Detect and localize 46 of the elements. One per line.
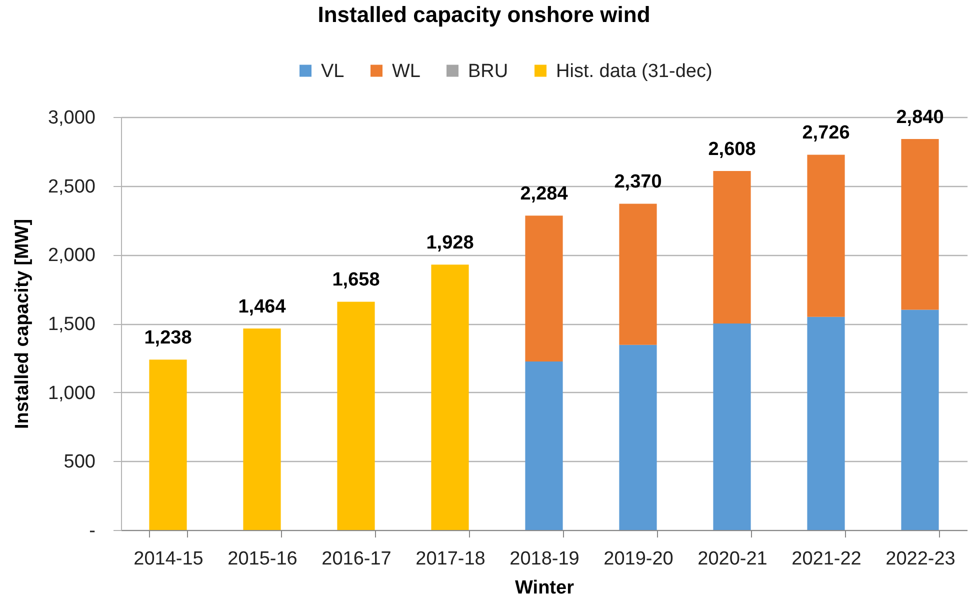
bar xyxy=(807,154,845,317)
x-tick-label: 2018-19 xyxy=(510,548,580,570)
legend-label: BRU xyxy=(468,60,508,82)
y-tick-label: 500 xyxy=(64,452,96,473)
bar xyxy=(337,302,375,530)
bar xyxy=(901,310,939,530)
x-axis-title: Winter xyxy=(515,578,575,598)
bar xyxy=(525,216,563,362)
y-tick-label: - xyxy=(89,520,96,542)
total-label: 1,238 xyxy=(144,328,192,349)
x-tick-label: 2017-18 xyxy=(416,548,486,570)
x-tick-label: 2014-15 xyxy=(134,548,204,570)
legend-label: WL xyxy=(392,60,420,82)
total-label: 2,370 xyxy=(614,172,662,193)
bar xyxy=(243,328,281,530)
bar xyxy=(149,360,187,530)
x-tick-label: 2015-16 xyxy=(228,548,298,570)
y-tick-label: 3,000 xyxy=(48,108,96,128)
x-tick-label: 2016-17 xyxy=(322,548,392,570)
legend-label: VL xyxy=(321,60,344,82)
legend-label: Hist. data (31-dec) xyxy=(556,60,712,82)
x-tick-label: 2021-22 xyxy=(792,548,862,570)
y-tick-label: 2,500 xyxy=(48,176,96,198)
bar xyxy=(901,139,939,310)
bar xyxy=(807,316,845,530)
bar xyxy=(525,361,563,530)
bar xyxy=(619,344,657,530)
x-tick-label: 2022-23 xyxy=(886,548,956,570)
total-label: 1,464 xyxy=(238,296,286,318)
bar xyxy=(713,324,751,530)
total-label: 2,726 xyxy=(802,122,850,144)
total-label: 2,284 xyxy=(520,184,568,205)
total-label: 2,840 xyxy=(896,107,944,128)
total-label: 2,608 xyxy=(708,138,756,160)
y-axis-title: Installed capacity [MW] xyxy=(12,218,33,430)
y-tick-label: 1,000 xyxy=(48,382,96,404)
total-label: 1,658 xyxy=(332,270,380,291)
bar xyxy=(713,170,751,324)
total-label: 1,928 xyxy=(426,232,474,254)
y-tick-label: 2,000 xyxy=(48,245,96,266)
bar xyxy=(619,204,657,345)
x-tick-label: 2020-21 xyxy=(698,548,768,570)
x-tick-label: 2019-20 xyxy=(604,548,674,570)
chart-title: Installed capacity onshore wind xyxy=(318,2,650,27)
bar xyxy=(431,264,469,530)
y-tick-label: 1,500 xyxy=(48,314,96,335)
